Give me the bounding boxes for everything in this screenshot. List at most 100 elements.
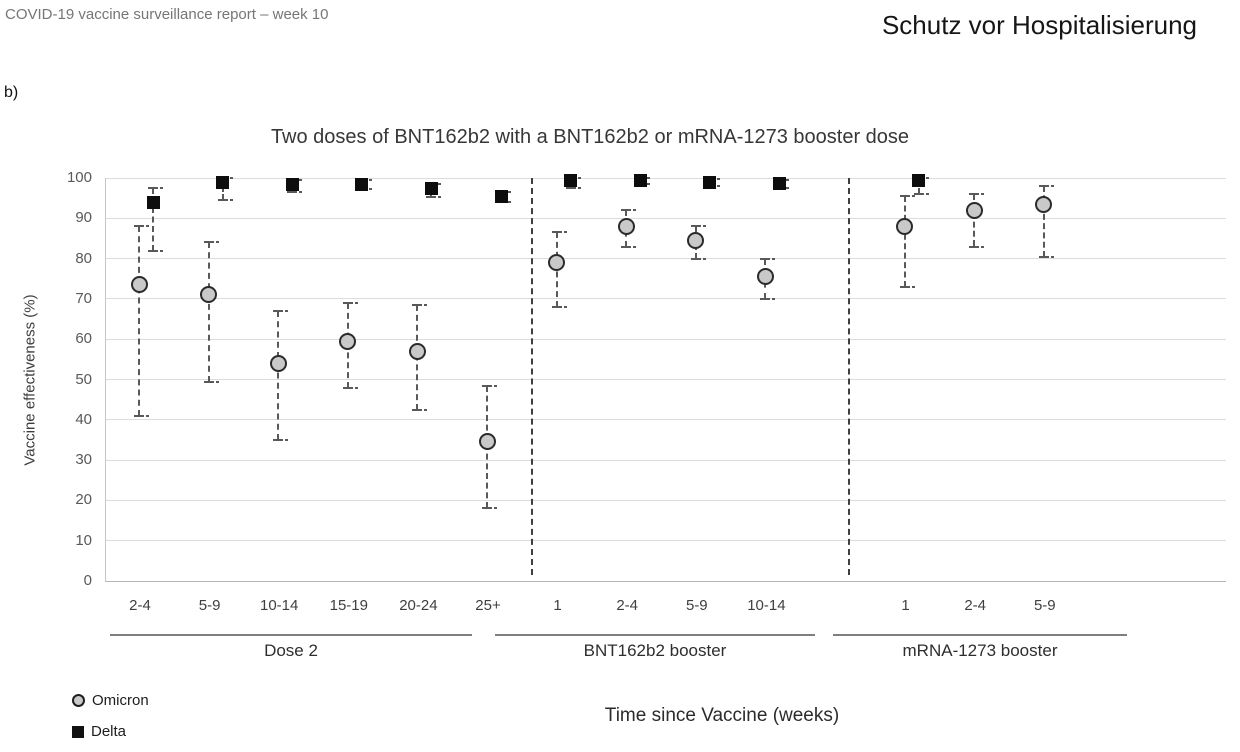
omicron-error-bar-cap [760, 297, 776, 300]
delta-point [912, 173, 926, 187]
x-axis-tick-label: 2-4 [964, 597, 987, 614]
omicron-error-bar-cap [412, 408, 428, 411]
omicron-point [478, 433, 496, 451]
omicron-point [896, 217, 914, 235]
omicron-error-bar-cap [760, 257, 776, 260]
x-axis-tick-label: 15-19 [329, 597, 368, 614]
delta-point [146, 195, 160, 209]
omicron-error-bar-cap [690, 257, 706, 260]
omicron-error-bar-cap [1038, 185, 1054, 188]
x-axis-tick-label: 20-24 [399, 597, 438, 614]
axis-group-label: Dose 2 [264, 641, 318, 660]
omicron-error-bar-cap [551, 305, 567, 308]
omicron-error-bar [903, 196, 906, 287]
omicron-error-bar [1042, 186, 1045, 257]
omicron-error-bar [207, 242, 210, 382]
x-axis-tick-label: 5-9 [685, 597, 708, 614]
omicron-error-bar-cap [342, 386, 358, 389]
axis-group-line [833, 634, 1127, 636]
omicron-error-bar-cap [969, 193, 985, 196]
delta-error-bar-cap [426, 195, 442, 198]
delta-point [216, 175, 230, 189]
panel-separator-line [848, 178, 850, 575]
omicron-error-bar-cap [273, 309, 289, 312]
omicron-circle-icon [72, 694, 85, 707]
chart-title: Two doses of BNT162b2 with a BNT162b2 or… [270, 126, 910, 148]
x-axis-tick-label: 1 [901, 597, 910, 614]
axis-group-label: mRNA-1273 booster [902, 641, 1058, 660]
y-axis-tick-label: 30 [75, 451, 92, 469]
panel-separator-line [531, 178, 533, 575]
delta-error-bar-cap [217, 199, 233, 202]
y-axis-tick-label: 80 [75, 249, 92, 267]
gridline [106, 258, 1226, 260]
omicron-error-bar-cap [134, 414, 149, 417]
omicron-error-bar-cap [342, 301, 358, 304]
omicron-point [200, 286, 218, 304]
omicron-error-bar-cap [551, 231, 567, 234]
x-axis-tick-label: 1 [553, 597, 562, 614]
x-axis-tick-label: 2-4 [129, 597, 151, 614]
y-axis-tick-label: 70 [75, 289, 92, 307]
omicron-error-bar [277, 310, 280, 440]
delta-point [564, 174, 578, 188]
delta-error-bar-cap [913, 193, 929, 196]
omicron-point [1035, 195, 1053, 213]
y-axis-tick-label: 90 [75, 209, 92, 227]
omicron-point [617, 217, 635, 235]
axis-group-label: BNT162b2 booster [583, 641, 727, 660]
panel-label: b) [4, 84, 19, 101]
omicron-error-bar-cap [969, 245, 985, 248]
omicron-error-bar [973, 194, 976, 247]
delta-error-bar-cap [287, 191, 303, 194]
gridline [106, 540, 1226, 542]
omicron-error-bar-cap [621, 209, 637, 212]
omicron-error-bar-cap [690, 225, 706, 228]
delta-error-bar-cap [148, 187, 163, 190]
delta-error-bar-cap [148, 249, 163, 252]
x-axis-tick-label: 2-4 [616, 597, 639, 614]
omicron-point [548, 254, 566, 272]
gridline [106, 177, 1226, 179]
legend-item-omicron: Omicron [72, 692, 149, 709]
omicron-error-bar-cap [482, 384, 497, 387]
delta-error-bar [152, 188, 154, 251]
omicron-point [339, 332, 357, 350]
omicron-point [687, 231, 705, 249]
x-axis-tick-label: 10-14 [260, 597, 299, 614]
legend-delta-label: Delta [91, 723, 127, 740]
delta-point [424, 182, 438, 196]
delta-square-icon [72, 725, 84, 738]
x-axis-tick-label: 10-14 [747, 597, 786, 614]
omicron-error-bar-cap [899, 285, 915, 288]
x-axis-tick-label: 5-9 [198, 597, 221, 614]
omicron-point [130, 276, 148, 294]
omicron-error-bar-cap [482, 507, 497, 510]
delta-error-bar [221, 178, 224, 201]
report-header-title: COVID-19 vaccine surveillance report – w… [5, 6, 329, 23]
y-axis-tick-label: 0 [83, 572, 92, 589]
legend-omicron-label: Omicron [92, 692, 149, 709]
omicron-error-bar-cap [134, 225, 149, 228]
axis-group-line [110, 634, 472, 636]
gridline [106, 298, 1226, 300]
delta-point [355, 177, 369, 191]
omicron-error-bar-cap [203, 241, 219, 244]
delta-point [633, 173, 647, 187]
y-axis-tick-label: 10 [75, 531, 92, 549]
gridline [106, 499, 1226, 501]
page-title: Schutz vor Hospitalisierung [881, 10, 1197, 40]
axis-group-line [495, 634, 815, 636]
gridline [106, 459, 1226, 461]
gridline [106, 338, 1226, 340]
y-axis-tick-label: 100 [66, 169, 92, 186]
delta-point [285, 178, 299, 192]
x-axis-tick-label: 5-9 [1033, 597, 1056, 614]
delta-error-bar-cap [565, 187, 581, 190]
y-axis-tick-label: 60 [75, 330, 92, 348]
omicron-error-bar-cap [621, 245, 637, 248]
gridline [106, 419, 1226, 421]
omicron-point [965, 201, 983, 219]
delta-point [494, 190, 508, 204]
